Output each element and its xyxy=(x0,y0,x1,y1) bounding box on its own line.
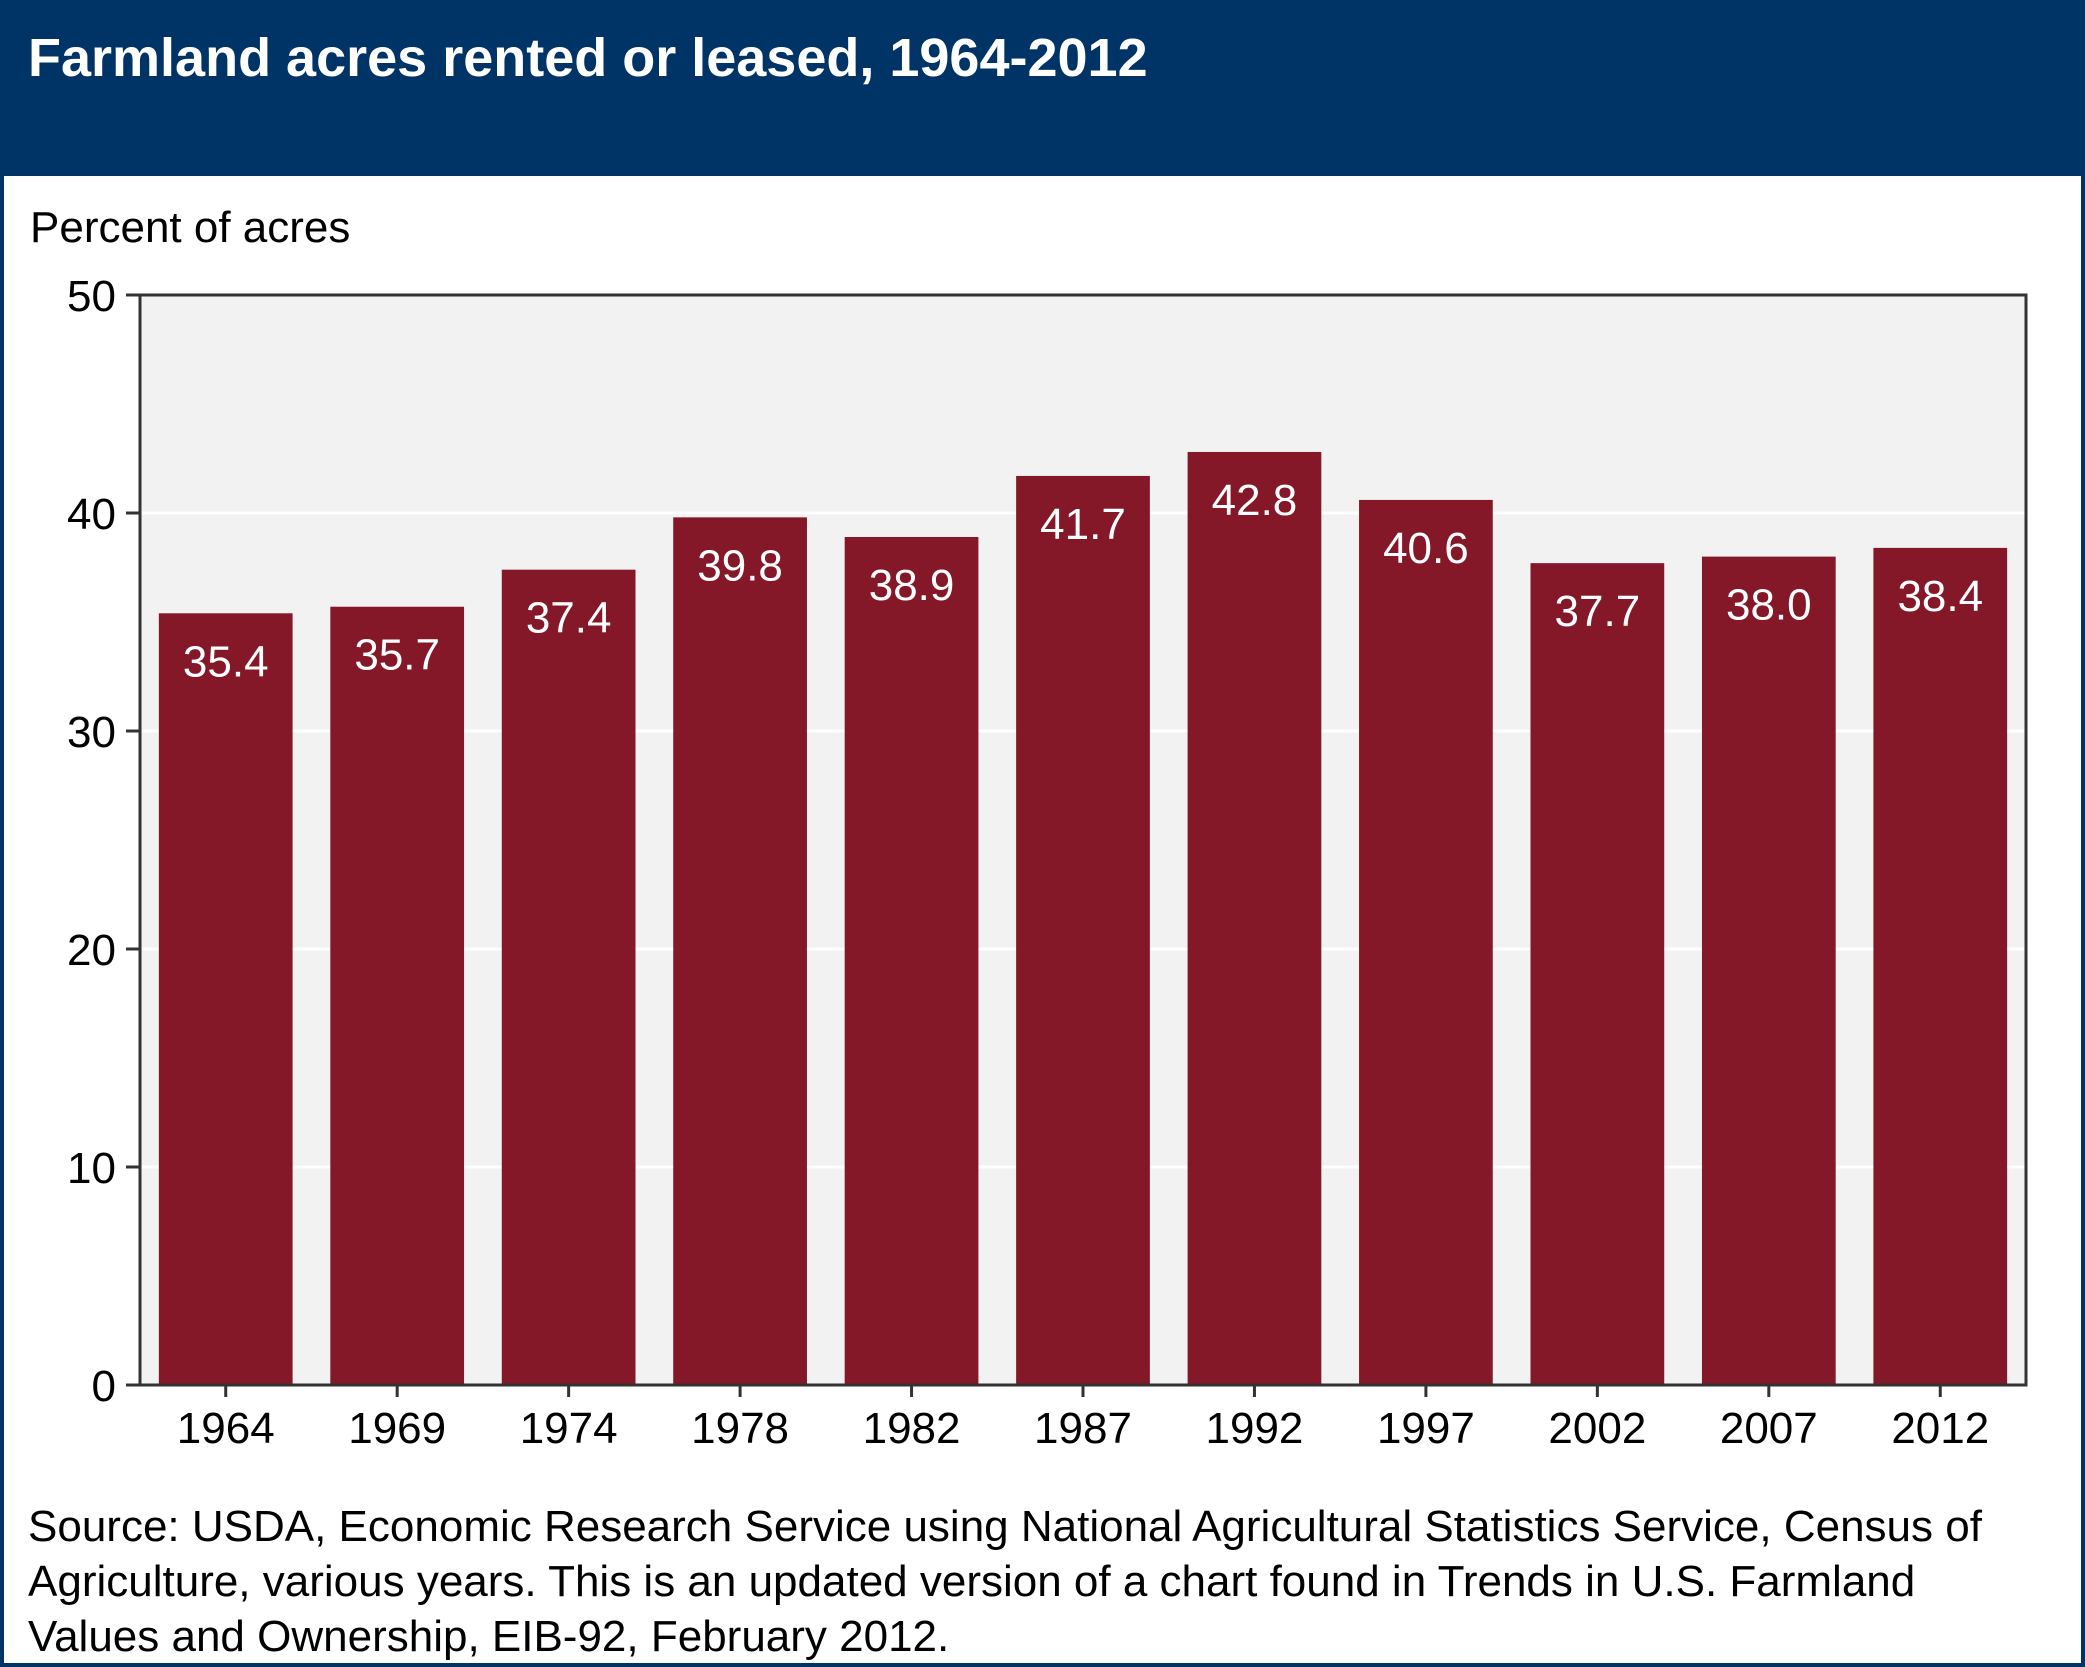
x-tick-label-1974: 1974 xyxy=(520,1404,618,1453)
source-note: Source: USDA, Economic Research Service … xyxy=(28,1502,1982,1661)
data-label-1997: 40.6 xyxy=(1383,524,1469,573)
chart-title: Farmland acres rented or leased, 1964-20… xyxy=(28,28,1148,88)
title-banner: Farmland acres rented or leased, 1964-20… xyxy=(4,4,2081,176)
data-label-1969: 35.7 xyxy=(354,631,440,680)
bar-chart: 35.4 35.7 37.4 39.8 38.9 41.7 42.8 40.6 37.7 38.0… xyxy=(67,272,2028,1453)
y-tick-label: 50 xyxy=(67,272,116,321)
data-label-1974: 37.4 xyxy=(526,594,612,643)
y-tick-label: 10 xyxy=(67,1144,116,1193)
data-label-1978: 39.8 xyxy=(697,541,783,590)
data-label-1982: 38.9 xyxy=(869,561,955,610)
y-axis-ticks: 0 10 20 30 40 50 xyxy=(67,272,140,1411)
data-label-2007: 38.0 xyxy=(1726,581,1812,630)
x-tick-label-2007: 2007 xyxy=(1720,1404,1818,1453)
data-label-1964: 35.4 xyxy=(183,637,269,686)
bar-1978 xyxy=(673,517,807,1385)
data-label-2002: 37.7 xyxy=(1555,587,1641,636)
bar-2007 xyxy=(1701,556,1836,1385)
data-label-1987: 41.7 xyxy=(1040,500,1126,549)
data-label-2012: 38.4 xyxy=(1897,572,1983,621)
x-tick-label-1978: 1978 xyxy=(691,1404,789,1453)
data-label-1992: 42.8 xyxy=(1212,476,1298,525)
x-tick-label-1982: 1982 xyxy=(863,1404,961,1453)
x-tick-label-1987: 1987 xyxy=(1034,1404,1132,1453)
bar-1987 xyxy=(1016,475,1150,1385)
bar-1974 xyxy=(501,569,636,1385)
x-tick-label-2012: 2012 xyxy=(1891,1404,1989,1453)
x-tick-label-1964: 1964 xyxy=(177,1404,275,1453)
y-tick-label: 20 xyxy=(67,926,116,975)
bar-1982 xyxy=(844,536,979,1385)
x-tick-label-2002: 2002 xyxy=(1548,1404,1646,1453)
y-tick-label: 30 xyxy=(67,708,116,757)
bars xyxy=(158,451,2008,1386)
bar-2002 xyxy=(1530,563,1665,1385)
data-labels: 35.4 35.7 37.4 39.8 38.9 41.7 42.8 40.6 37.7 38.0… xyxy=(183,476,1983,686)
x-tick-label-1992: 1992 xyxy=(1206,1404,1304,1453)
bar-1964 xyxy=(158,613,293,1385)
y-tick-label: 40 xyxy=(67,490,116,539)
x-axis-ticks: 1964 1969 1974 1978 1982 1987 1992 1997 2002 2007… xyxy=(177,1385,1989,1453)
x-tick-label-1969: 1969 xyxy=(348,1404,446,1453)
bar-1997 xyxy=(1359,499,1493,1385)
x-tick-label-1997: 1997 xyxy=(1377,1404,1475,1453)
bar-1969 xyxy=(330,606,465,1385)
bar-1992 xyxy=(1187,451,1322,1386)
bar-2012 xyxy=(1873,547,2008,1385)
y-axis-label: Percent of acres xyxy=(30,203,351,252)
y-tick-label: 0 xyxy=(92,1362,116,1411)
